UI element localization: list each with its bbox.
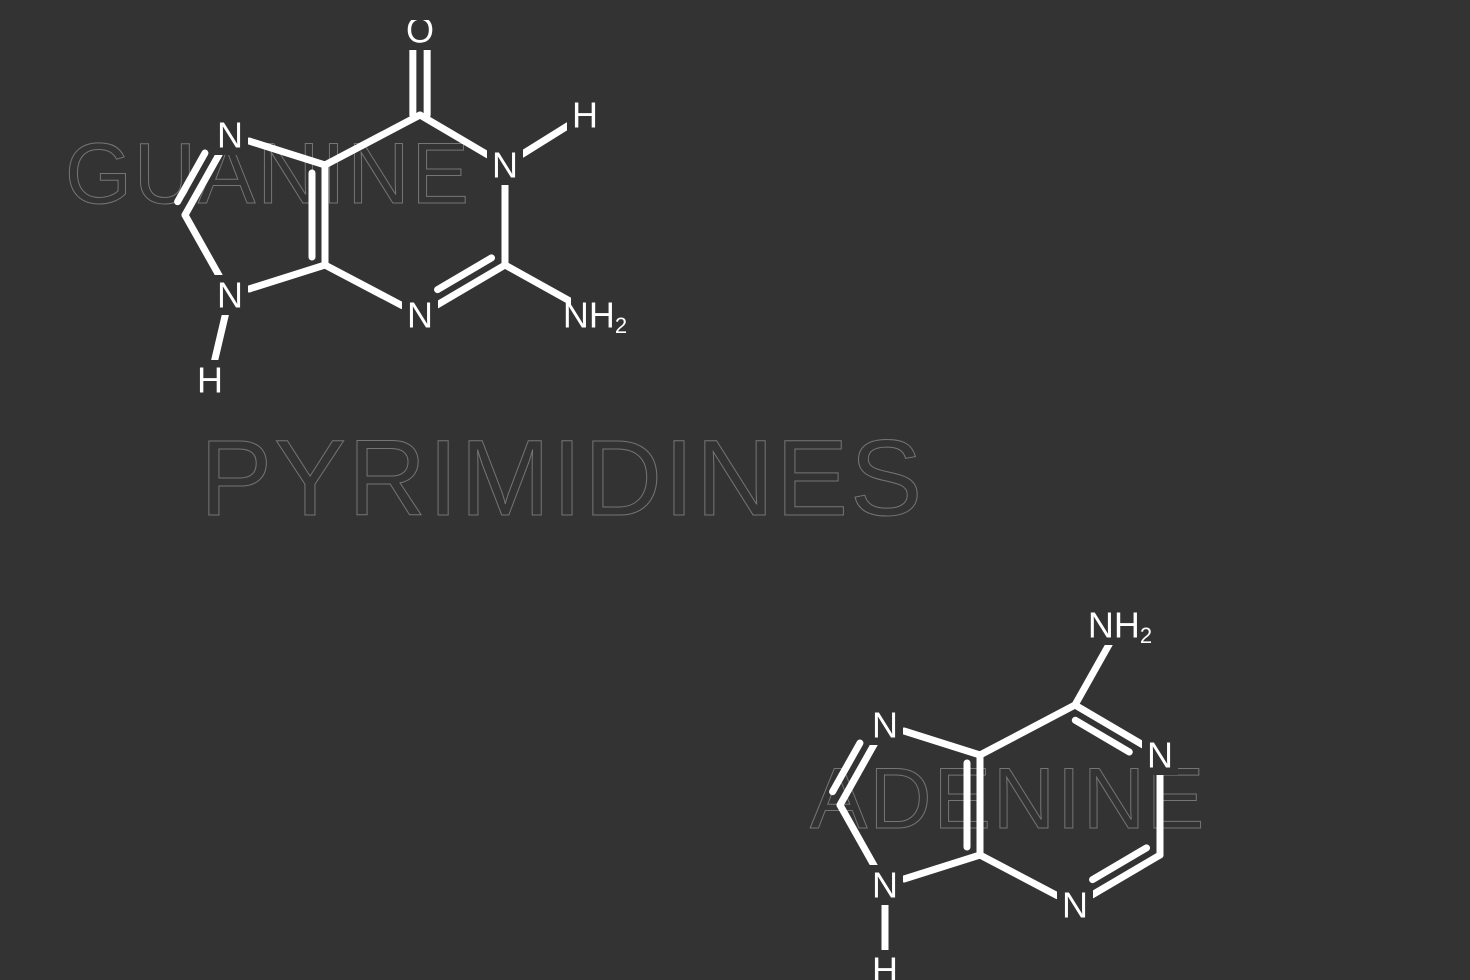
atom-label-guanine-h9: H <box>197 360 223 401</box>
atom-label-guanine-n9: N <box>217 275 243 316</box>
atom-label-adenine-n3: N <box>1062 885 1088 926</box>
atom-label-adenine-n7: N <box>872 705 898 746</box>
atom-label-guanine-n1: N <box>492 145 518 186</box>
molecule-guanine: NNHNNH2NHO <box>165 20 655 440</box>
atom-label-guanine-n7: N <box>217 115 243 156</box>
atom-label-adenine-n1: N <box>1147 735 1173 776</box>
atom-label-guanine-o6: O <box>406 20 434 51</box>
molecule-adenine: NNHNNNH2 <box>820 610 1220 980</box>
diagram-stage: GUANINEPYRIMIDINESADENINENNHNNH2NHONNHNN… <box>0 0 1470 980</box>
atom-label-adenine-n9: N <box>872 865 898 906</box>
atom-label-guanine-n3: N <box>407 295 433 336</box>
atom-label-adenine-h9: H <box>872 950 898 980</box>
atom-label-guanine-h1: H <box>572 95 598 136</box>
